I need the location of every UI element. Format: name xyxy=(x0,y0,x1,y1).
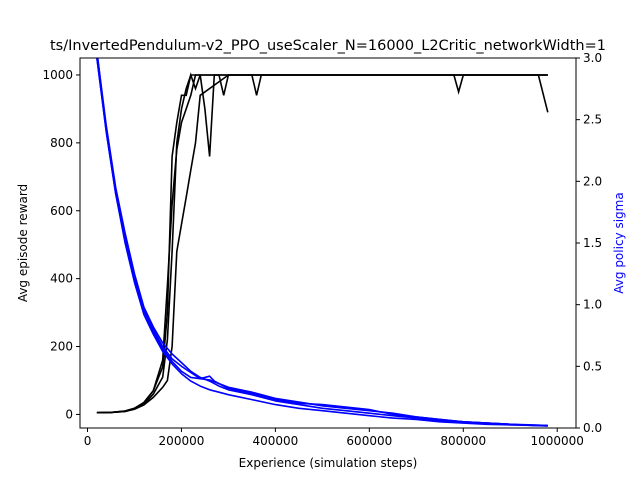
chart-title: ts/InvertedPendulum-v2_PPO_useScaler_N=1… xyxy=(50,38,606,54)
y-right-tick-label: 1.5 xyxy=(583,236,602,250)
sigma-line-3 xyxy=(96,58,548,427)
y-right-tick-label: 3.0 xyxy=(583,51,602,65)
y-right-tick-label: 0.5 xyxy=(583,359,602,373)
x-tick-label: 600000 xyxy=(346,434,392,448)
y-axis-label-left: Avg episode reward xyxy=(16,184,30,302)
reward-line-4 xyxy=(96,74,548,414)
sigma-line-1 xyxy=(96,58,548,427)
y-left-tick-label: 800 xyxy=(50,136,73,150)
x-tick-label: 200000 xyxy=(159,434,205,448)
y-axis-label-right: Avg policy sigma xyxy=(612,192,626,293)
plot-frame xyxy=(79,57,577,429)
y-left-tick-label: 0 xyxy=(65,407,73,421)
axes-layer: 0 200000 400000 600000 800000 1000000 0 200 400 6… xyxy=(42,51,602,448)
x-tick-label: 400000 xyxy=(252,434,298,448)
y-left-tick-label: 600 xyxy=(50,204,73,218)
y-left-tick-label: 200 xyxy=(50,340,73,354)
y-right-tick-label: 0.0 xyxy=(583,421,602,435)
sigma-line-2 xyxy=(96,58,548,427)
x-tick-label: 0 xyxy=(84,434,92,448)
y-left-tick-label: 1000 xyxy=(42,68,73,82)
x-tick-label: 1000000 xyxy=(530,434,583,448)
y-left-tick-label: 400 xyxy=(50,272,73,286)
y-right-tick-label: 2.5 xyxy=(583,113,602,127)
x-tick-label: 800000 xyxy=(440,434,486,448)
x-axis-label: Experience (simulation steps) xyxy=(239,456,418,470)
sigma-line-4 xyxy=(96,58,548,427)
y-right-tick-label: 1.0 xyxy=(583,298,602,312)
reward-line-3 xyxy=(96,74,548,414)
series-layer xyxy=(96,58,549,427)
y-right-tick-label: 2.0 xyxy=(583,174,602,188)
